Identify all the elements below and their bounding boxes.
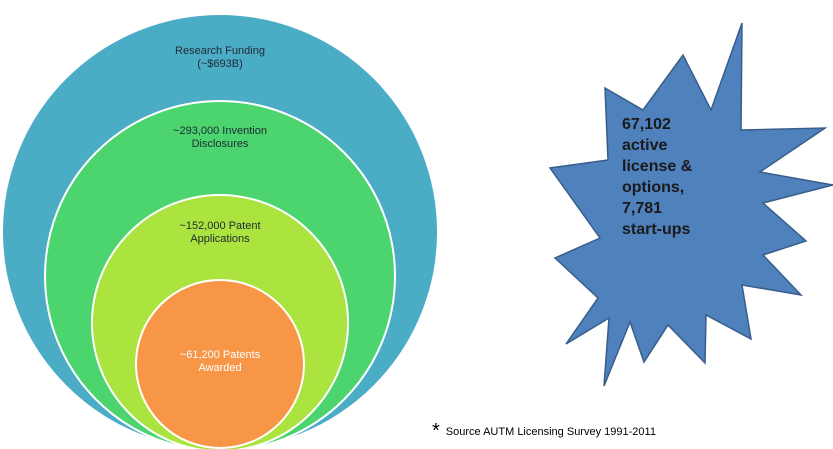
source-footnote: * Source AUTM Licensing Survey 1991-2011 [432,420,656,443]
footnote-asterisk: * [432,420,440,442]
footnote-text: Source AUTM Licensing Survey 1991-2011 [445,426,656,438]
patents-awarded-circle [135,279,305,449]
patent-applications-count: ~152,000 Patent [179,220,261,232]
research-funding-label-line: Research Funding [175,45,265,57]
patents-awarded-label-line: Awarded [198,362,242,374]
starburst-line: 67,102 [622,116,671,133]
starburst-line: license & [622,158,693,175]
starburst-line: 7,781 [622,200,663,217]
patents-awarded-count: ~61,200 Patents [179,349,261,361]
patent-applications-label-line: Applications [190,233,250,245]
invention-disclosures-count: ~293,000 Invention [173,125,267,137]
invention-disclosures-label-line: Disclosures [191,138,249,150]
starburst-line: start-ups [622,221,691,238]
starburst-line: options, [622,179,685,196]
patents-awarded-label: ~61,200 Patents Awarded [150,349,290,375]
research-funding-label: Research Funding (~$693B) [150,45,290,71]
research-funding-amount: (~$693B) [197,58,243,70]
patent-applications-label: ~152,000 Patent Applications [150,220,290,246]
starburst-line: active [622,137,668,154]
invention-disclosures-label: ~293,000 Invention Disclosures [140,125,300,151]
starburst-text: 67,102 active license & options, 7,781 s… [622,114,742,240]
starburst-callout [548,22,833,387]
